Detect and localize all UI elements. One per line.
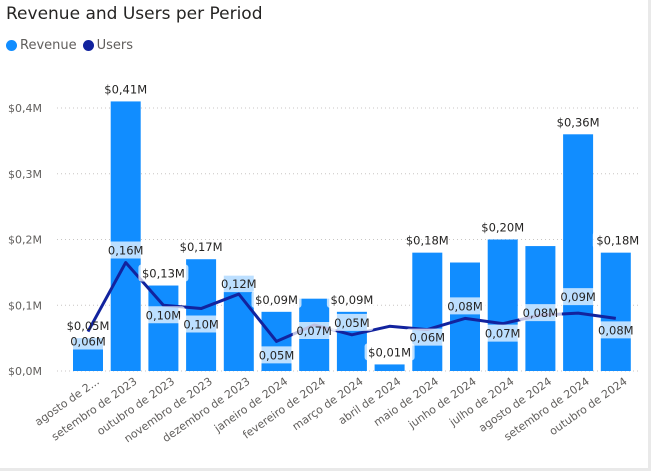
data-label-users-bg <box>104 241 148 259</box>
legend-dot-revenue-icon <box>6 40 17 51</box>
data-label-users-bg <box>141 306 185 324</box>
data-label-users: 0,08M <box>598 323 634 337</box>
legend-label-users: Users <box>96 38 134 53</box>
bar-revenue[interactable] <box>600 252 631 371</box>
bar-revenue[interactable] <box>374 364 405 371</box>
bar-revenue[interactable] <box>148 285 179 371</box>
bar-revenue[interactable] <box>110 101 141 372</box>
legend-dot-users-icon <box>82 40 94 51</box>
data-label-revenue: $0,41M <box>104 82 147 96</box>
data-label-users: 0,05M <box>259 348 295 362</box>
data-label-users: 0,06M <box>70 335 106 349</box>
data-label-users: 0,16M <box>108 244 144 258</box>
data-label-users-bg <box>443 297 487 315</box>
y-tick-label: $0,2M <box>8 234 42 247</box>
legend: Revenue Users <box>6 38 139 53</box>
data-label-users: 0,07M <box>485 327 521 341</box>
data-label-revenue: $0,09M <box>330 293 373 307</box>
data-label-users-bg <box>405 328 449 346</box>
data-label-revenue: $0,20M <box>481 221 524 235</box>
data-label-revenue-bg <box>326 290 377 308</box>
data-label-users-bg <box>179 315 223 333</box>
data-label-revenue: $0,17M <box>180 240 223 254</box>
y-tick-label: $0,1M <box>8 299 42 312</box>
data-label-revenue: $0,01M <box>368 345 411 359</box>
data-label-users-bg <box>255 346 298 364</box>
data-label-users-bg <box>481 324 525 342</box>
data-label-users: 0,12M <box>221 277 257 291</box>
bar-revenue[interactable] <box>487 239 518 372</box>
data-label-revenue: $0,05M <box>67 319 110 333</box>
data-label-revenue: $0,18M <box>406 234 449 248</box>
chart-title: Revenue and Users per Period <box>6 4 263 24</box>
data-label-users: 0,08M <box>447 299 483 313</box>
data-label-users: 0,05M <box>334 316 370 330</box>
y-tick-label: $0,4M <box>8 102 42 115</box>
data-label-users: 0,07M <box>296 324 332 338</box>
data-label-revenue-bg <box>251 290 302 308</box>
data-label-revenue-bg <box>364 343 415 361</box>
data-label-revenue: $0,36M <box>557 115 600 129</box>
data-label-users: 0,10M <box>146 308 182 322</box>
data-label-users: 0,08M <box>523 306 559 320</box>
data-label-revenue: $0,18M <box>596 234 639 248</box>
y-tick-label: $0,3M <box>8 168 42 181</box>
bar-revenue[interactable] <box>412 252 443 371</box>
data-label-users-bg <box>518 304 562 322</box>
data-label-users-bg <box>594 321 638 339</box>
data-label-users-bg <box>330 313 374 331</box>
data-label-users-bg <box>66 332 110 350</box>
legend-label-revenue: Revenue <box>20 38 77 53</box>
data-label-users: 0,06M <box>410 331 446 345</box>
bar-revenue[interactable] <box>450 262 480 371</box>
data-label-users-bg <box>556 288 600 306</box>
bar-revenue[interactable] <box>186 259 217 371</box>
data-label-users: 0,10M <box>183 318 219 332</box>
legend-item-users[interactable]: Users <box>82 38 134 53</box>
y-tick-label: $0,0M <box>8 365 42 378</box>
data-label-users: 0,09M <box>560 290 596 304</box>
legend-item-revenue[interactable]: Revenue <box>6 38 77 53</box>
bar-revenue[interactable] <box>563 134 594 371</box>
data-label-revenue-bg <box>592 231 643 249</box>
data-label-users-bg <box>292 321 336 339</box>
data-label-revenue: $0,13M <box>142 267 185 281</box>
data-label-revenue-bg <box>138 264 189 282</box>
data-label-users-bg <box>217 275 261 293</box>
data-label-revenue: $0,09M <box>255 293 298 307</box>
